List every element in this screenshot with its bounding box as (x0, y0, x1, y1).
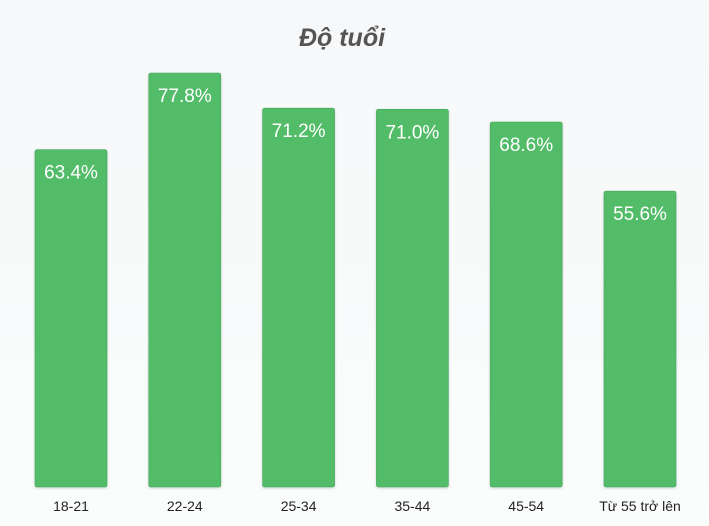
x-tick-label: 18-21 (53, 498, 89, 514)
x-tick-label: 35-44 (394, 498, 430, 514)
bars-group (34, 72, 677, 488)
bar-45-54 (489, 121, 563, 488)
bar-value-label: 71.2% (272, 121, 326, 142)
bar-value-label: 77.8% (158, 86, 212, 107)
bar-từ-55-trở-lên (603, 190, 677, 488)
bar-25-34 (262, 107, 335, 488)
x-tick-label: 22-24 (167, 498, 203, 514)
x-tick-label: Từ 55 trở lên (599, 498, 681, 514)
bar-22-24 (148, 72, 222, 488)
bar-value-labels: 63.4% 77.8% 71.2% 71.0% 68.6% 55.6% (44, 86, 667, 225)
bar-value-label: 63.4% (44, 163, 98, 184)
bar-35-44 (376, 109, 449, 488)
chart-title: Độ tuổi (299, 24, 386, 52)
x-tick-label: 45-54 (508, 498, 544, 514)
bar-value-label: 68.6% (499, 135, 553, 156)
bar-value-label: 71.0% (385, 122, 439, 143)
x-tick-label: 25-34 (281, 498, 317, 514)
x-axis-tick-labels: 18-21 22-24 25-34 35-44 45-54 Từ 55 trở lên (53, 498, 681, 514)
bar-value-label: 55.6% (613, 204, 667, 225)
bar-18-21 (34, 149, 108, 488)
